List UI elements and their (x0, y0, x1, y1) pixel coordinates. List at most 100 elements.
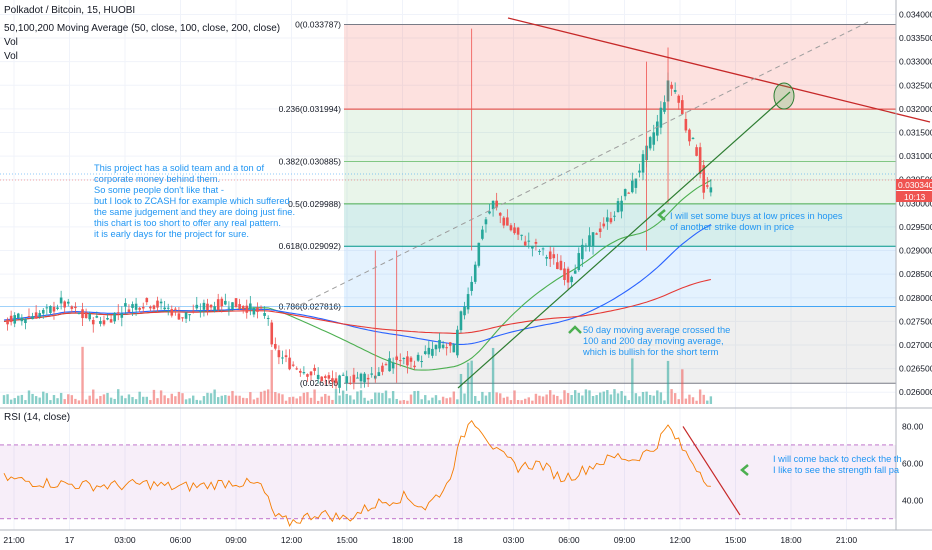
volume-bar (377, 392, 381, 404)
candle-body (284, 355, 288, 358)
candle-body (466, 294, 470, 310)
candle-body (49, 305, 52, 313)
volume-bar (152, 389, 156, 404)
candle-body (334, 378, 338, 384)
volume-bar (591, 396, 595, 404)
volume-bar (481, 391, 484, 404)
candle-body (299, 370, 302, 373)
price-tick-label: 0.033000 (899, 57, 932, 67)
volume-bar (52, 395, 56, 404)
candle-body (338, 375, 341, 388)
candle-body (616, 201, 620, 212)
candle-body (295, 368, 299, 370)
trendline-dashed[interactable] (299, 21, 869, 306)
candle-body (45, 307, 49, 309)
price-tick-label: 0.028000 (899, 293, 932, 303)
trend-drawings[interactable] (299, 17, 931, 389)
candle-body (95, 316, 99, 318)
candle-body (306, 374, 309, 377)
volume-bar (231, 390, 234, 404)
volume-bar (117, 389, 120, 404)
volume-bar (588, 390, 591, 404)
candle-body (209, 304, 213, 308)
volume-bar (634, 393, 638, 404)
price-tick-label: 0.030000 (899, 198, 932, 208)
volume-bar (595, 395, 598, 404)
volume-bar (177, 391, 181, 404)
candle-body (556, 262, 559, 270)
candle-body (106, 317, 109, 320)
volume-bar (259, 391, 263, 404)
note-left: This project has a solid team and a ton … (94, 163, 295, 239)
volume-bar (324, 393, 327, 404)
candle-body (134, 303, 138, 310)
candle-body (234, 298, 238, 308)
candle-body (206, 303, 209, 311)
time-tick-label: 17 (65, 535, 75, 545)
candle-body (402, 358, 406, 360)
candle-body (638, 170, 641, 173)
candle-body (684, 118, 688, 131)
volume-bar (95, 398, 99, 404)
price-tick-label: 0.027000 (899, 340, 932, 350)
candle-body (188, 314, 191, 316)
volume-bar (192, 395, 195, 404)
volume-bar (274, 392, 277, 404)
volume-bar (545, 394, 548, 404)
intersection-circle[interactable] (773, 82, 795, 110)
candle-body (427, 347, 431, 355)
candle-body (416, 354, 420, 361)
candle-body (613, 215, 616, 217)
volume-bars (2, 346, 713, 404)
candle-body (159, 301, 163, 304)
volume-bar (331, 399, 334, 404)
volume-bar (106, 392, 109, 404)
rsi-pane[interactable]: 80.00 60.00 40.00 (0, 407, 932, 527)
candle-body (31, 316, 34, 320)
volume-label-2: Vol (4, 51, 18, 62)
volume-bar (34, 396, 38, 404)
volume-bar (45, 393, 49, 404)
candle-body (631, 180, 634, 193)
volume-bar (320, 396, 323, 404)
candle-body (670, 84, 673, 89)
candle-body (141, 306, 145, 309)
price-axis[interactable]: 0.034000 0.033500 0.033000 0.032500 0.032000… (895, 0, 932, 530)
candle-body (259, 307, 263, 309)
volume-bar (359, 390, 363, 404)
volume-bar (420, 399, 423, 404)
trendline-upper[interactable] (507, 17, 931, 123)
time-tick-label: 18 (453, 535, 463, 545)
candle-body (495, 200, 498, 208)
volume-bar (338, 395, 341, 404)
volume-bar (213, 389, 216, 404)
volume-bar (341, 390, 345, 404)
price-tick-label: 0.033500 (899, 33, 932, 43)
time-axis[interactable]: 21:00 17 03:00 06:00 09:00 12:00 15:00 18:00 18 0… (0, 529, 932, 545)
candle-body (656, 121, 659, 136)
volume-bar (138, 391, 141, 404)
volume-bar (606, 390, 609, 404)
trendline-support[interactable] (457, 91, 791, 389)
volume-bar (577, 392, 580, 404)
volume-bar (345, 393, 348, 404)
candle-body (174, 308, 177, 310)
candle-body (620, 200, 623, 212)
volume-bar (184, 399, 188, 404)
volume-bar (527, 397, 530, 404)
volume-bar (2, 395, 6, 404)
volume-bar (388, 398, 391, 404)
volume-bar (241, 397, 245, 404)
candle-body (520, 234, 523, 236)
candle-body (606, 217, 609, 222)
candle-body (359, 373, 363, 382)
price-candles (6, 28, 713, 394)
candle-body (548, 251, 552, 260)
candle-body (484, 219, 488, 225)
time-tick-label: 15:00 (725, 535, 747, 545)
candle-body (384, 364, 388, 366)
candle-body (224, 300, 227, 305)
candle-body (602, 223, 606, 227)
time-tick-label: 06:00 (558, 535, 580, 545)
